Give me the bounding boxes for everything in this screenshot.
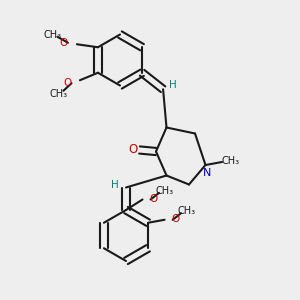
Text: O: O xyxy=(59,38,68,48)
Text: CH₃: CH₃ xyxy=(222,156,240,167)
Text: O: O xyxy=(128,143,137,156)
Text: O: O xyxy=(63,78,71,88)
Text: CH₃: CH₃ xyxy=(155,186,173,196)
Text: N: N xyxy=(203,168,211,178)
Text: H: H xyxy=(169,80,177,90)
Text: O: O xyxy=(172,214,180,224)
Text: CH₃: CH₃ xyxy=(177,206,195,216)
Text: H: H xyxy=(111,180,119,190)
Text: O: O xyxy=(150,194,158,204)
Text: CH₃: CH₃ xyxy=(43,30,62,40)
Text: CH₃: CH₃ xyxy=(49,89,68,99)
